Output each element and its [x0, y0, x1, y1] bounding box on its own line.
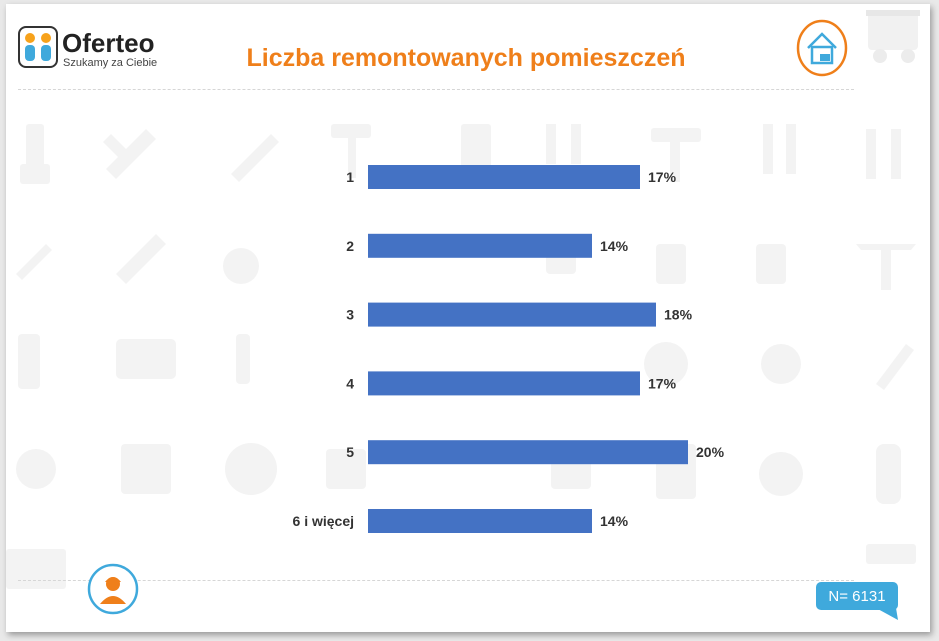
- chart-title: Liczba remontowanych pomieszczeń: [246, 44, 686, 72]
- category-label: 6 i więcej: [293, 513, 354, 529]
- bar-6: [368, 509, 592, 533]
- bar-1: [368, 165, 640, 189]
- category-label: 3: [346, 307, 354, 323]
- slide: Oferteo Szukamy za Ciebie Liczba remonto…: [6, 4, 930, 632]
- value-label: 18%: [664, 307, 693, 323]
- worker-icon: [87, 563, 139, 615]
- bar-3: [368, 302, 656, 327]
- house-icon: [796, 19, 848, 77]
- bar-2: [368, 233, 592, 258]
- value-label: 17%: [648, 375, 677, 391]
- footer-divider: [18, 580, 854, 581]
- bar-chart: 1 17% 2 14% 3 18% 4 17% 5 20% 6 i więcej 14%: [293, 165, 725, 533]
- category-label: 4: [346, 375, 354, 391]
- truck-icon: [866, 10, 920, 63]
- category-label: 5: [346, 444, 354, 460]
- category-label: 1: [346, 169, 354, 185]
- bar-4: [368, 371, 640, 396]
- brand-tagline: Szukamy za Ciebie: [63, 57, 158, 69]
- value-label: 14%: [600, 238, 629, 254]
- oferteo-logo-icon: [18, 26, 58, 68]
- sample-size-badge: N= 6131: [828, 588, 886, 605]
- bar-5: [368, 440, 688, 465]
- value-label: 20%: [696, 444, 725, 460]
- sample-size-badge-shape: [816, 582, 898, 620]
- category-label: 2: [346, 238, 354, 254]
- header-divider: [18, 89, 854, 90]
- value-label: 17%: [648, 169, 677, 185]
- value-label: 14%: [600, 513, 629, 529]
- brand-name: Oferteo: [62, 28, 155, 58]
